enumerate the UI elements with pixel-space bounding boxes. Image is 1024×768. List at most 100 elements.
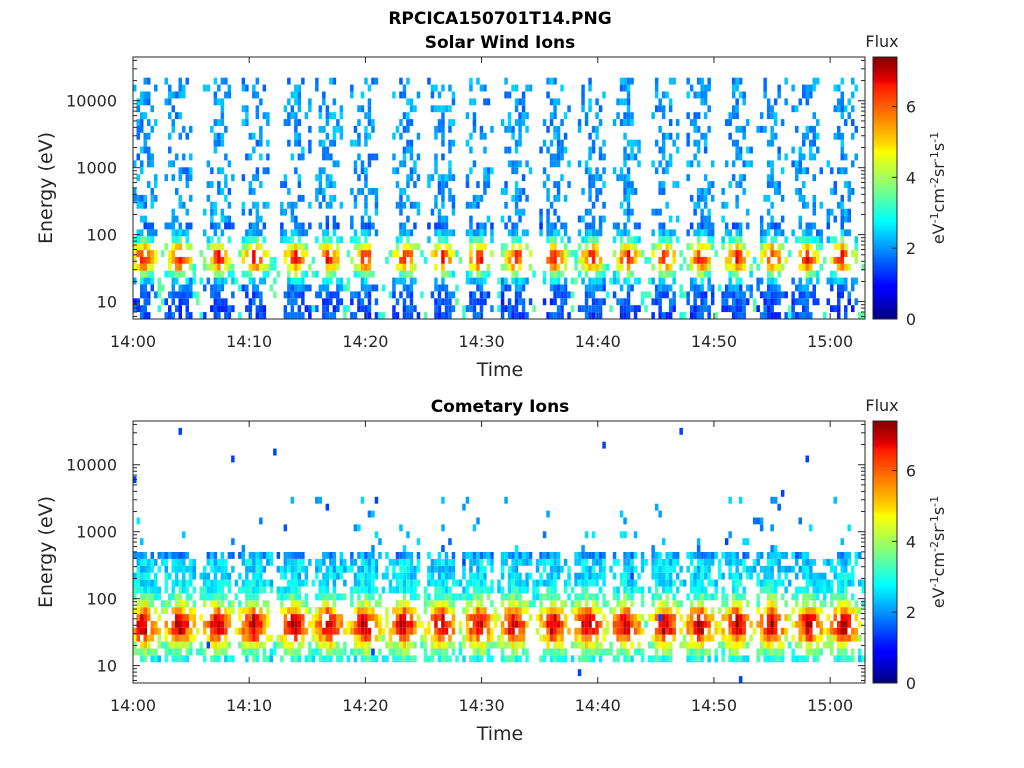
heatmap-cell — [406, 139, 410, 147]
heatmap-cell — [563, 277, 568, 285]
heatmap-cell — [185, 229, 189, 237]
heatmap-cell — [409, 620, 414, 628]
heatmap-cell — [721, 614, 725, 621]
heatmap-cell — [724, 607, 729, 615]
heatmap-cell — [318, 112, 323, 120]
heatmap-cell — [448, 607, 452, 615]
heatmap-cell — [150, 229, 154, 237]
heatmap-cell — [150, 648, 154, 656]
heatmap-cell — [266, 607, 270, 615]
heatmap-cell — [623, 565, 627, 573]
heatmap-cell — [752, 305, 757, 313]
heatmap-cell — [766, 579, 771, 587]
heatmap-cell — [140, 160, 144, 168]
heatmap-cell — [539, 146, 543, 154]
heatmap-cell — [581, 579, 585, 587]
heatmap-cell — [353, 229, 358, 237]
heatmap-cell — [549, 229, 554, 237]
heatmap-cell — [504, 125, 508, 133]
heatmap-cell — [546, 174, 550, 182]
heatmap-cell — [696, 558, 701, 566]
heatmap-cell — [689, 552, 694, 559]
heatmap-cell — [350, 565, 354, 573]
heatmap-cell — [577, 119, 582, 126]
heatmap-cell — [721, 215, 725, 223]
heatmap-cell — [661, 132, 666, 140]
heatmap-cell — [175, 277, 179, 285]
heatmap-cell — [588, 641, 592, 649]
heatmap-cell — [563, 112, 568, 120]
heatmap-cell — [626, 236, 631, 244]
heatmap-cell — [297, 620, 302, 628]
heatmap-cell — [416, 552, 421, 559]
heatmap-cell — [189, 167, 193, 175]
heatmap-cell — [598, 565, 603, 573]
heatmap-cell — [406, 98, 410, 106]
heatmap-cell — [465, 579, 470, 587]
heatmap-cell — [434, 194, 438, 202]
heatmap-cell — [602, 215, 606, 223]
heatmap-cell — [353, 648, 358, 656]
heatmap-cell — [581, 558, 585, 566]
heatmap-cell — [360, 655, 365, 663]
heatmap-cell — [707, 558, 711, 566]
heatmap-cell — [437, 125, 442, 133]
heatmap-cell — [584, 229, 589, 237]
heatmap-cell — [143, 201, 147, 209]
heatmap-cell — [651, 572, 655, 580]
heatmap-cell — [213, 312, 218, 319]
heatmap-cell — [556, 284, 561, 292]
heatmap-cell — [217, 305, 221, 313]
heatmap-cell — [476, 586, 480, 594]
heatmap-cell — [535, 558, 540, 566]
heatmap-cell — [297, 579, 302, 587]
heatmap-cell — [182, 167, 186, 175]
heatmap-cell — [210, 263, 214, 271]
heatmap-cell — [364, 593, 368, 601]
heatmap-cell — [248, 188, 253, 195]
heatmap-cell — [616, 112, 620, 120]
heatmap-cell — [325, 119, 330, 126]
heatmap-cell — [700, 77, 704, 85]
heatmap-cell — [609, 641, 613, 649]
heatmap-cell — [280, 593, 284, 601]
heatmap-cell — [406, 250, 410, 257]
heatmap-cell — [269, 579, 274, 587]
heatmap-cell — [301, 77, 305, 85]
heatmap-cell — [157, 305, 161, 313]
heatmap-cell — [549, 98, 554, 106]
heatmap-cell — [276, 593, 281, 601]
heatmap-cell — [269, 284, 274, 292]
heatmap-cell — [486, 593, 491, 601]
heatmap-cell — [280, 565, 284, 573]
heatmap-cell — [844, 579, 848, 587]
heatmap-cell — [623, 160, 627, 168]
heatmap-cell — [402, 312, 407, 319]
heatmap-cell — [164, 565, 168, 573]
heatmap-cell — [332, 194, 337, 202]
heatmap-cell — [479, 655, 484, 663]
heatmap-cell — [700, 593, 704, 601]
heatmap-cell — [728, 229, 732, 237]
heatmap-cell — [290, 243, 295, 251]
heatmap-cell — [504, 250, 508, 257]
heatmap-cell — [826, 160, 830, 168]
heatmap-cell — [539, 620, 543, 628]
heatmap-cell — [525, 160, 529, 168]
heatmap-cell — [619, 600, 624, 608]
heatmap-cell — [745, 614, 750, 621]
heatmap-cell — [325, 153, 330, 161]
heatmap-cell — [360, 620, 365, 628]
heatmap-cell — [658, 607, 662, 615]
heatmap-cell — [283, 524, 288, 532]
heatmap-cell — [178, 84, 182, 92]
heatmap-cell — [598, 648, 603, 656]
heatmap-cell — [266, 579, 270, 587]
heatmap-cell — [521, 284, 526, 292]
heatmap-cell — [780, 641, 785, 649]
heatmap-cell — [245, 291, 249, 299]
heatmap-cell — [710, 291, 715, 299]
heatmap-cell — [182, 572, 186, 580]
heatmap-cell — [696, 565, 701, 573]
heatmap-cell — [689, 600, 694, 608]
